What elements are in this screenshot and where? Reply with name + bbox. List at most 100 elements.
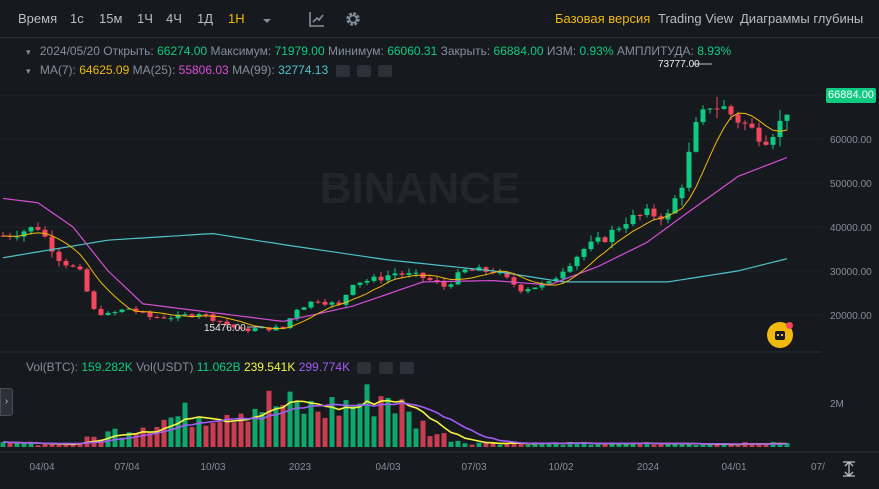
high-label: Максимум: bbox=[210, 44, 272, 58]
volume-bar bbox=[245, 421, 251, 447]
volume-bar bbox=[399, 399, 405, 447]
volume-bar bbox=[735, 445, 741, 447]
volume-bar bbox=[518, 442, 524, 447]
assistant-floating-button[interactable] bbox=[767, 322, 793, 348]
interval-1h[interactable]: 1Ч bbox=[137, 11, 153, 26]
candle bbox=[196, 314, 202, 317]
vol-ma-b-value: 299.774K bbox=[298, 360, 351, 374]
volume-bar bbox=[413, 428, 419, 447]
candle bbox=[511, 277, 517, 285]
view-basic[interactable]: Базовая версия bbox=[555, 11, 651, 26]
interval-15m[interactable]: 15м bbox=[99, 11, 123, 26]
price-axis: 70000.0060000.0050000.0040000.0030000.00… bbox=[830, 91, 872, 322]
volume-bar bbox=[56, 445, 62, 447]
ohlc-legend: ▾ 2024/05/20 Открыть: 66274.00 Максимум:… bbox=[26, 44, 731, 58]
open-value: 66274.00 bbox=[157, 44, 208, 58]
settings-button[interactable] bbox=[344, 10, 362, 31]
candle bbox=[707, 108, 713, 110]
eye-icon[interactable] bbox=[357, 361, 372, 374]
gear-icon[interactable] bbox=[356, 64, 371, 77]
candle bbox=[357, 282, 363, 285]
volume-bar bbox=[651, 444, 657, 447]
current-price-badge: 66884.00 bbox=[826, 88, 876, 103]
high-marker: 73777.00 bbox=[658, 59, 700, 70]
bot-icon bbox=[775, 331, 785, 340]
candle bbox=[385, 275, 391, 281]
volume-bar bbox=[777, 444, 783, 447]
candle bbox=[336, 302, 342, 305]
candle bbox=[140, 311, 146, 313]
interval-dropdown[interactable] bbox=[262, 13, 272, 28]
volume-bar bbox=[406, 411, 412, 447]
volume-bar bbox=[259, 412, 265, 447]
volume-bar bbox=[371, 416, 377, 447]
zoom-reset-button[interactable] bbox=[843, 461, 855, 477]
interval-1s[interactable]: 1с bbox=[70, 11, 84, 26]
candle bbox=[364, 280, 370, 283]
interval-4h[interactable]: 4Ч bbox=[166, 11, 182, 26]
volume-bar bbox=[644, 442, 650, 447]
candle bbox=[532, 287, 538, 290]
candle bbox=[63, 261, 69, 266]
volume-bar bbox=[532, 442, 538, 447]
volume-bar bbox=[385, 397, 391, 447]
volume-bar bbox=[147, 432, 153, 447]
volume-bar bbox=[420, 420, 426, 447]
view-depth[interactable]: Диаграммы глубины bbox=[740, 11, 864, 26]
volume-bar bbox=[504, 442, 510, 447]
volume-bar bbox=[273, 406, 279, 447]
volume-bar bbox=[280, 405, 286, 447]
interval-1d[interactable]: 1Д bbox=[197, 11, 214, 26]
volume-bar bbox=[679, 444, 685, 447]
time-tick-label: 2023 bbox=[289, 462, 312, 473]
volume-bar bbox=[623, 442, 629, 447]
candle bbox=[84, 269, 90, 292]
candle bbox=[245, 328, 251, 332]
volume-bar bbox=[784, 442, 790, 447]
candle bbox=[49, 236, 55, 252]
volume-bar bbox=[0, 442, 6, 447]
price-tick-label: 60000.00 bbox=[830, 135, 872, 146]
volume-bar bbox=[308, 400, 314, 447]
volume-bar bbox=[441, 433, 447, 447]
candle bbox=[574, 256, 580, 267]
volume-bar bbox=[756, 444, 762, 447]
indicators-button[interactable] bbox=[308, 10, 326, 31]
gear-icon[interactable] bbox=[378, 361, 393, 374]
time-tick-label: 04/01 bbox=[721, 462, 746, 473]
candle bbox=[112, 312, 118, 314]
volume-bar bbox=[35, 445, 41, 447]
interval-1w[interactable]: 1Н bbox=[228, 11, 245, 26]
candle bbox=[721, 106, 727, 109]
price-chart[interactable]: BINANCE 70000.0060000.0050000.0040000.00… bbox=[0, 38, 879, 489]
view-tradingview[interactable]: Trading View bbox=[658, 11, 734, 26]
chevron-right-icon: › bbox=[4, 396, 9, 407]
volume-bar bbox=[203, 425, 209, 447]
volume-bar bbox=[133, 433, 139, 447]
volume-bar bbox=[476, 442, 482, 447]
interval-time[interactable]: Время bbox=[18, 11, 58, 26]
chevron-down-icon[interactable]: ▾ bbox=[26, 66, 31, 76]
candle bbox=[224, 321, 230, 325]
volume-bar bbox=[217, 422, 223, 447]
ma25-label: MA(25): bbox=[132, 63, 176, 77]
volume-bar bbox=[322, 417, 328, 447]
candle bbox=[168, 318, 174, 320]
volume-bar bbox=[49, 443, 55, 447]
chevron-down-icon[interactable]: ▾ bbox=[26, 47, 31, 57]
candle bbox=[189, 314, 195, 317]
eye-icon[interactable] bbox=[335, 64, 350, 77]
candle bbox=[350, 284, 356, 295]
volume-bar bbox=[98, 439, 104, 447]
low-marker: 15476.00 bbox=[204, 323, 246, 334]
price-tick-label: 50000.00 bbox=[830, 179, 872, 190]
volume-bar bbox=[455, 440, 461, 447]
expand-side-panel-button[interactable]: › bbox=[0, 388, 13, 416]
close-icon[interactable] bbox=[400, 361, 415, 374]
candle bbox=[588, 241, 594, 250]
candle bbox=[525, 289, 531, 292]
candle bbox=[35, 227, 41, 230]
volume-bar bbox=[672, 443, 678, 447]
volume-bar bbox=[294, 401, 300, 447]
close-icon[interactable] bbox=[378, 64, 393, 77]
